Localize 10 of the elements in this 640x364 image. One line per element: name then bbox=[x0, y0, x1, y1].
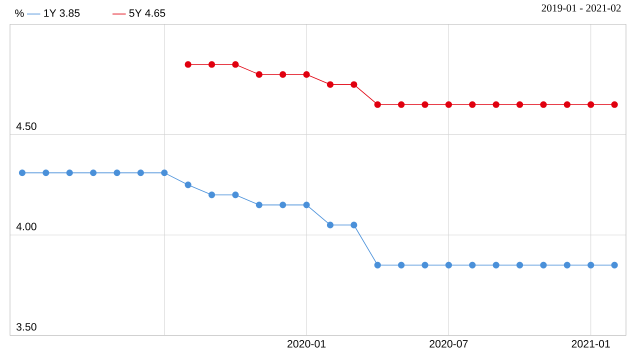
y-axis-title: % bbox=[15, 9, 24, 17]
y-tick-label: 3.50 bbox=[16, 322, 36, 330]
chart-subtitle: 2019-01 - 2021-02 bbox=[542, 4, 621, 12]
y-tick-label: 4.00 bbox=[16, 222, 36, 230]
x-tick-label: 2020-07 bbox=[430, 340, 468, 348]
legend-label: 5Y 4.65 bbox=[129, 9, 166, 17]
legend-label: 1Y 3.85 bbox=[44, 9, 80, 17]
y-tick-label: 4.50 bbox=[16, 122, 36, 130]
x-tick-label: 2020-01 bbox=[288, 340, 326, 348]
x-tick-label: 2021-01 bbox=[572, 340, 610, 348]
